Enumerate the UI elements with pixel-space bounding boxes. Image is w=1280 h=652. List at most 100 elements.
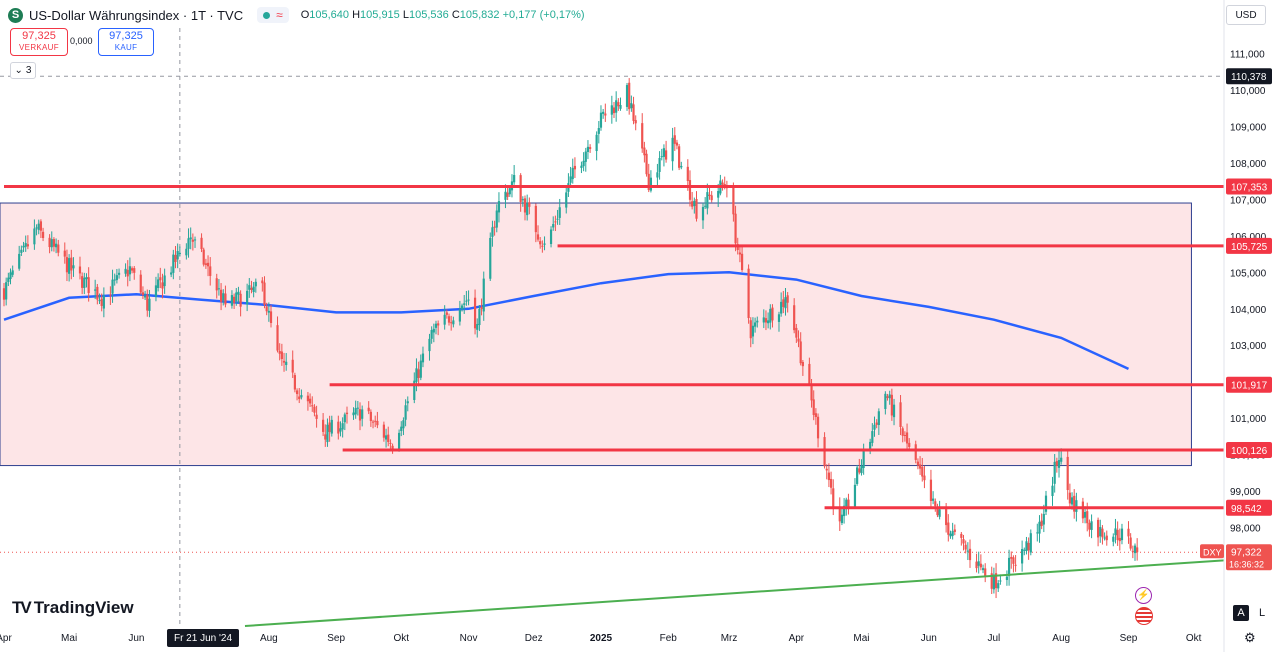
candle-body [478, 308, 481, 326]
candle [102, 287, 105, 318]
candle [793, 298, 796, 334]
symbol-title[interactable]: US-Dollar Währungsindex · 1T · TVC [29, 7, 244, 23]
candle-body [701, 206, 705, 221]
candle-body [992, 574, 995, 590]
candle [554, 215, 557, 231]
candle [458, 300, 461, 326]
time-tick-label: Feb [660, 633, 678, 644]
candle [1012, 555, 1015, 573]
candle [1014, 555, 1017, 572]
candle-body [662, 148, 666, 157]
high-value: 105,915 [360, 9, 400, 21]
candle [161, 273, 164, 299]
buy-button[interactable]: 97,325 KAUF [98, 28, 154, 56]
candle [565, 186, 568, 214]
candle [704, 197, 707, 209]
candle-body [617, 102, 620, 107]
gear-icon[interactable]: ⚙ [1244, 630, 1256, 645]
candle-body [777, 314, 781, 322]
candle-body [934, 501, 937, 507]
sell-button[interactable]: 97,325 VERKAUF [10, 28, 68, 56]
candle-body [962, 539, 965, 544]
candle [528, 197, 531, 215]
resistance-price-label: 107,353 [1226, 178, 1272, 195]
candle [1101, 525, 1104, 545]
candle-body [109, 294, 112, 296]
candle-body [148, 298, 151, 311]
candle [1042, 504, 1045, 533]
candle-body [634, 120, 637, 124]
candle-body [1086, 511, 1089, 524]
candle [832, 479, 835, 516]
candle-body [371, 421, 375, 423]
candle [656, 163, 659, 188]
candle-body [415, 368, 418, 382]
candle-body [994, 573, 998, 589]
candle [645, 149, 648, 177]
candle-body [282, 360, 286, 363]
candle [589, 144, 592, 153]
candle-body [397, 432, 401, 450]
time-tick-label: Apr [789, 633, 805, 644]
candle [664, 140, 668, 163]
candle [932, 491, 935, 505]
candle [146, 289, 149, 317]
candle [159, 267, 162, 289]
candle [293, 372, 296, 393]
candle-body [780, 301, 783, 314]
candle [371, 419, 375, 429]
candle-body [11, 270, 14, 275]
candle [599, 105, 603, 131]
candle [777, 311, 781, 332]
resistance-price-label-bg [1226, 442, 1272, 459]
tradingview-logo[interactable]: TV TradingView [12, 598, 134, 618]
candle [430, 326, 433, 344]
candle-body [311, 405, 314, 407]
lightning-icon[interactable]: ⚡ [1135, 587, 1152, 604]
candle-body [1116, 529, 1119, 540]
candle [643, 141, 646, 163]
candle-body [554, 221, 557, 223]
candle-body [276, 325, 279, 351]
candle [246, 283, 249, 312]
candle [1044, 490, 1048, 515]
candle [1053, 454, 1056, 493]
candle-body [1090, 521, 1093, 530]
candle-body [754, 322, 757, 327]
candle-body [222, 293, 225, 301]
candle [473, 289, 477, 335]
candle-body [237, 291, 240, 295]
candle [22, 241, 25, 253]
us-flag-icon[interactable] [1135, 607, 1153, 625]
candle-body [740, 253, 744, 271]
candle [233, 293, 236, 309]
candle [1131, 545, 1134, 559]
auto-scale-button[interactable]: A [1233, 605, 1249, 621]
crosshair-price-label: 110,378 [1226, 68, 1272, 85]
candle-body [521, 199, 524, 201]
candle-body [597, 127, 600, 134]
market-status[interactable]: ≈ [257, 7, 289, 23]
candle [269, 304, 273, 328]
candle-body [78, 266, 82, 274]
candle-body [810, 383, 813, 401]
candle-body [1114, 528, 1117, 536]
currency-selector[interactable]: USD [1226, 5, 1266, 25]
time-tick-label: Mai [61, 633, 77, 644]
candle [341, 417, 344, 438]
candle-body [829, 478, 833, 488]
candle [951, 522, 954, 540]
candle-body [660, 156, 663, 158]
candle-body [328, 422, 331, 432]
candle-body [968, 548, 972, 561]
indicators-toggle[interactable]: ⌄ 3 [10, 62, 36, 79]
candle-body [1099, 527, 1102, 537]
log-scale-button[interactable]: L [1258, 607, 1266, 619]
price-tick-label: 107,000 [1230, 195, 1267, 206]
candle-body [146, 294, 149, 311]
candle-body [187, 238, 190, 249]
candle [133, 266, 136, 280]
candle-body [1025, 541, 1028, 552]
candle [352, 407, 355, 420]
